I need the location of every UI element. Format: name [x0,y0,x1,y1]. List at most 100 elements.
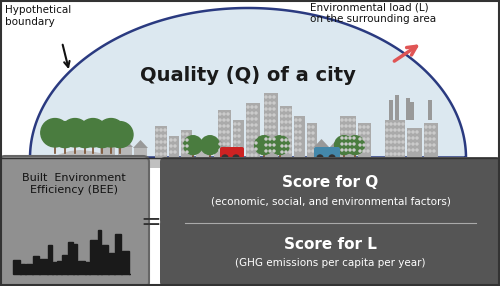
Bar [134,148,147,158]
Circle shape [398,129,400,131]
Circle shape [238,135,240,137]
Bar [385,120,405,158]
Circle shape [285,145,287,147]
Circle shape [367,144,369,146]
Circle shape [341,125,343,127]
Circle shape [227,119,229,121]
Circle shape [219,119,221,121]
Circle shape [281,145,283,147]
Circle shape [265,144,267,146]
Circle shape [433,126,435,128]
Circle shape [363,126,365,128]
Circle shape [341,131,343,133]
Bar [406,98,410,120]
Circle shape [345,125,347,127]
Circle shape [265,114,267,116]
Circle shape [182,133,184,135]
Text: Score for L: Score for L [284,237,377,252]
Circle shape [223,143,225,145]
Circle shape [223,137,225,139]
Circle shape [156,135,158,137]
Circle shape [238,123,240,125]
Text: Score for Q: Score for Q [282,175,378,190]
Circle shape [219,113,221,115]
Circle shape [345,137,347,139]
Bar [196,147,209,158]
Circle shape [341,119,343,121]
Circle shape [402,153,404,155]
Circle shape [251,154,253,156]
Circle shape [223,113,225,115]
Circle shape [174,139,176,141]
Circle shape [186,139,188,141]
Circle shape [345,119,347,121]
Circle shape [312,132,314,134]
Circle shape [182,145,184,147]
Circle shape [390,153,392,155]
Circle shape [273,108,275,110]
Circle shape [295,149,297,151]
Circle shape [238,129,240,131]
Circle shape [227,113,229,115]
Circle shape [429,144,431,146]
Circle shape [270,136,289,154]
Circle shape [341,143,343,145]
Circle shape [349,119,351,121]
Circle shape [164,147,166,149]
Circle shape [273,150,275,152]
Circle shape [386,129,388,131]
Circle shape [223,149,225,151]
Circle shape [247,118,249,120]
Circle shape [255,112,257,114]
Circle shape [412,131,414,133]
Circle shape [233,155,239,161]
Circle shape [295,125,297,127]
Circle shape [416,149,418,151]
Circle shape [107,122,133,148]
Circle shape [285,151,287,153]
Circle shape [367,150,369,152]
Circle shape [429,150,431,152]
Circle shape [273,126,275,128]
Circle shape [353,131,355,133]
Circle shape [349,131,351,133]
Circle shape [289,109,291,111]
Bar [169,136,179,158]
Circle shape [170,145,172,147]
Circle shape [156,129,158,131]
Circle shape [247,148,249,150]
Bar [246,103,260,158]
Circle shape [289,133,291,135]
Circle shape [41,119,69,147]
Circle shape [429,138,431,140]
Circle shape [247,124,249,126]
Circle shape [156,153,158,155]
Circle shape [299,143,301,145]
Circle shape [353,125,355,127]
Circle shape [160,129,162,131]
Text: (GHG emissions per capita per year): (GHG emissions per capita per year) [236,259,426,269]
Circle shape [398,135,400,137]
Circle shape [363,138,365,140]
Bar [330,148,343,158]
Polygon shape [133,140,148,148]
Circle shape [222,155,228,161]
Circle shape [160,141,162,143]
Circle shape [285,115,287,117]
Circle shape [281,139,283,141]
Circle shape [398,153,400,155]
Circle shape [160,153,162,155]
Circle shape [398,141,400,143]
Circle shape [285,109,287,111]
Circle shape [299,125,301,127]
Circle shape [408,131,410,133]
FancyBboxPatch shape [314,147,340,160]
Bar [233,120,244,158]
Circle shape [247,130,249,132]
Circle shape [408,137,410,139]
Text: Efficiency (BEE): Efficiency (BEE) [30,185,118,195]
Circle shape [416,137,418,139]
Polygon shape [213,140,227,148]
Circle shape [412,143,414,145]
Bar [218,110,231,158]
